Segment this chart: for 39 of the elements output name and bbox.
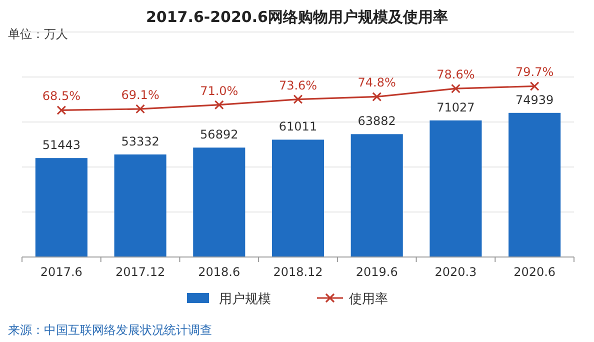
data-label: 78.6%	[436, 68, 475, 82]
point	[530, 82, 540, 91]
bar	[350, 134, 403, 257]
data-label: 73.6%	[278, 78, 318, 92]
bar	[35, 158, 88, 257]
point	[214, 100, 224, 110]
x-tick-label: 2017.12	[115, 265, 166, 279]
x-tick-label: 2018.6	[198, 265, 240, 279]
data-label: 71.0%	[200, 84, 238, 98]
bar	[508, 112, 561, 257]
legend-label: 使用率	[349, 291, 388, 307]
x-tick-label: 2019.6	[356, 265, 398, 279]
bar	[272, 140, 324, 257]
bar	[430, 120, 482, 257]
data-label: 61011	[278, 120, 318, 134]
data-label: 53332	[121, 134, 160, 148]
point	[451, 84, 460, 94]
legend-label: 用户规模	[219, 292, 271, 307]
data-label: 74939	[515, 92, 554, 107]
annotation: 来源：中国互联网络发展状况统计调查	[8, 323, 212, 337]
data-label: 68.5%	[42, 89, 80, 104]
data-label: 79.7%	[516, 65, 554, 80]
data-label: 69.1%	[121, 88, 160, 102]
x-tick-label: 2017.6	[40, 265, 82, 279]
point	[56, 106, 66, 115]
data-label: 56892	[200, 128, 238, 142]
x-tick-label: 2020.3	[434, 265, 477, 279]
point	[136, 104, 145, 114]
data-label: 71027	[436, 100, 475, 114]
data-label: 63882	[358, 114, 396, 128]
chart-title: 2017.6-2020.6网络购物用户规模及使用率	[146, 8, 448, 26]
point	[294, 94, 302, 104]
x-tick-label: 2020.6	[514, 265, 556, 279]
x-tick-label: 2018.12	[273, 265, 323, 279]
bar	[193, 148, 246, 257]
data-label: 74.8%	[358, 76, 396, 90]
bar	[114, 154, 166, 257]
point	[372, 92, 382, 102]
data-label: 51443	[42, 138, 81, 152]
